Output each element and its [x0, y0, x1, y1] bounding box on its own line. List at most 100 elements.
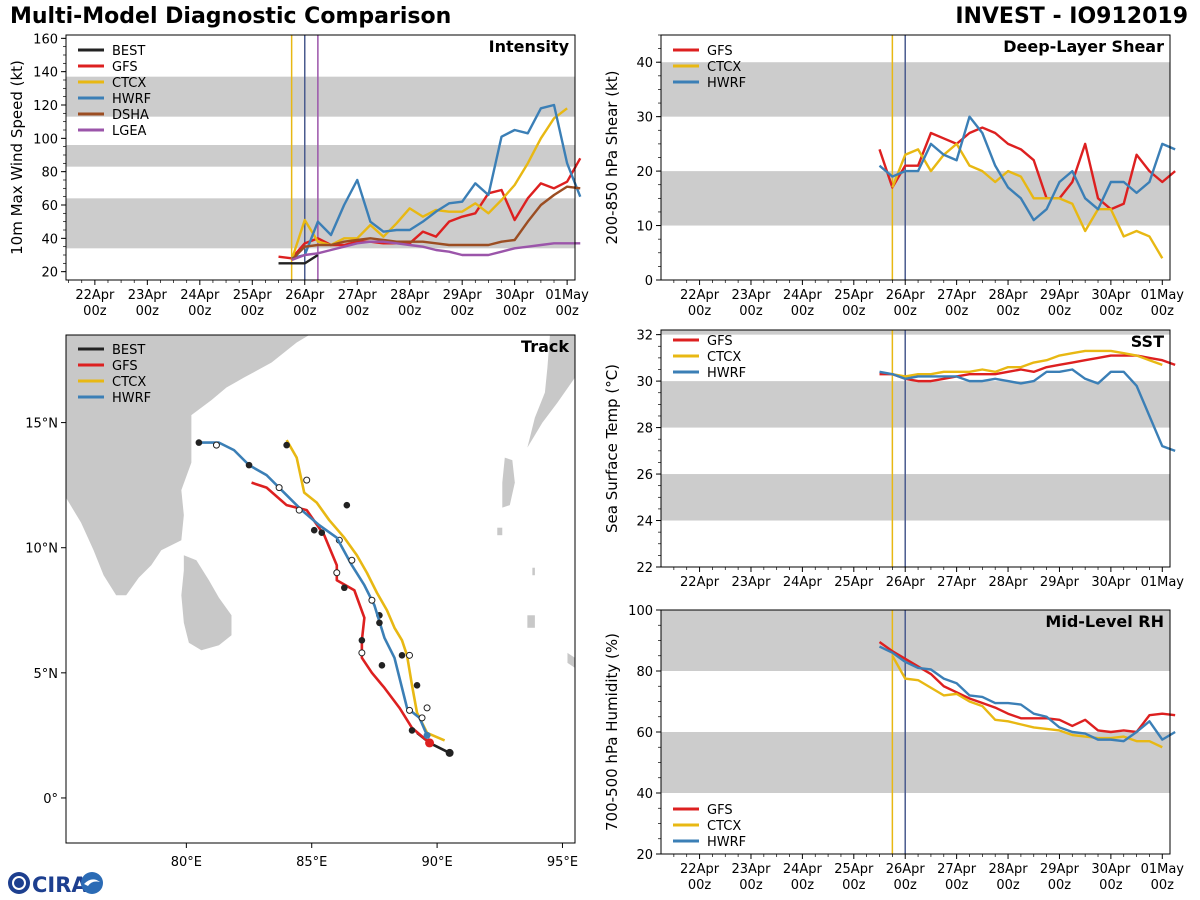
x-tick-label-date: 22Apr [680, 288, 720, 303]
x-tick-label-date: 01May [1141, 575, 1185, 590]
legend-label-hwrf: HWRF [707, 76, 746, 91]
track-point-filled [358, 637, 366, 644]
y-tick-label: 60 [41, 199, 58, 214]
x-tick-label-hour: 00z [1099, 878, 1123, 893]
x-tick-label-date: 23Apr [731, 288, 771, 303]
shading-band [66, 145, 575, 167]
track-point-filled [376, 619, 383, 627]
x-tick-label-date: 29Apr [443, 288, 483, 303]
intensity-chart: 2040608010012014016022Apr00z23Apr00z24Ap… [8, 32, 589, 319]
x-tick-label-hour: 00z [791, 304, 815, 319]
x-tick-label-date: 22Apr [75, 288, 115, 303]
y-axis-label: 700-500 hPa Humidity (%) [603, 633, 621, 831]
series-line-ctcx [892, 349, 1163, 378]
track-point-open [368, 596, 376, 604]
track-point-open [275, 484, 283, 492]
x-tick-label-date: 24Apr [783, 862, 823, 877]
track-point-open [406, 651, 414, 659]
y-tick-label: 0 [645, 274, 653, 289]
cira-logo: CIRA [8, 872, 103, 897]
x-tick-label-date: 29Apr [1040, 862, 1080, 877]
series-line-ctcx [290, 107, 568, 261]
legend-label-best: BEST [112, 343, 145, 358]
longitude-label: 90°E [421, 855, 452, 870]
x-tick-label-hour: 00z [688, 304, 712, 319]
track-line-ctcx [285, 439, 446, 742]
y-tick-label: 60 [636, 726, 653, 741]
andaman-island [502, 457, 515, 508]
track-point-filled [245, 461, 253, 469]
x-tick-label-hour: 00z [346, 304, 370, 319]
x-tick-label-date: 28Apr [989, 862, 1029, 877]
y-tick-label: 30 [636, 375, 653, 390]
series-line-best [278, 253, 319, 265]
track-point-open [358, 649, 366, 657]
x-tick-label-hour: 00z [450, 304, 474, 319]
legend-label-gfs: GFS [707, 334, 733, 349]
x-tick-label-date: 24Apr [180, 288, 220, 303]
panel-title: SST [1131, 332, 1164, 351]
series-line-hwrf [878, 115, 1176, 222]
track-point-filled [378, 662, 386, 669]
y-tick-label: 40 [636, 787, 653, 802]
x-tick-label-hour: 00z [83, 304, 107, 319]
shading-band [661, 474, 1170, 521]
x-tick-label-hour: 00z [398, 304, 422, 319]
y-tick-label: 28 [636, 422, 653, 437]
x-tick-label-hour: 00z [188, 304, 212, 319]
y-tick-label: 30 [636, 111, 653, 126]
x-tick-label-date: 23Apr [731, 862, 771, 877]
track-point-open [295, 506, 303, 514]
y-tick-label: 40 [636, 56, 653, 71]
series-line-ctcx [891, 142, 1164, 259]
track-point-open [406, 706, 414, 714]
y-tick-label: 24 [636, 515, 653, 530]
track-point-open [418, 714, 426, 722]
x-tick-label-hour: 00z [842, 304, 866, 319]
x-tick-label-hour: 00z [1151, 878, 1175, 893]
track-point-filled [195, 439, 203, 446]
y-axis-label: Sea Surface Temp (°C) [603, 364, 621, 533]
best-track-point [445, 748, 454, 757]
legend-label-ctcx: CTCX [707, 60, 741, 75]
panel-title: Mid-Level RH [1045, 612, 1164, 631]
great-nicobar-island [527, 615, 535, 628]
series-line-dsha [290, 185, 581, 261]
x-tick-label-hour: 00z [293, 304, 317, 319]
track-point-open [303, 476, 311, 484]
figure-title: Multi-Model Diagnostic Comparison [10, 4, 452, 29]
y-tick-label: 100 [33, 132, 58, 147]
storm-id-title: INVEST - IO912019 [955, 4, 1188, 29]
x-tick-label-date: 27Apr [338, 288, 378, 303]
y-tick-label: 26 [636, 468, 653, 483]
y-tick-label: 22 [636, 561, 653, 576]
x-tick-label-date: 30Apr [1091, 862, 1131, 877]
swirl-icon [81, 872, 103, 894]
legend-label-ctcx: CTCX [112, 76, 146, 91]
y-tick-label: 40 [41, 232, 58, 247]
y-tick-label: 10 [636, 220, 653, 235]
x-tick-label-date: 28Apr [390, 288, 430, 303]
x-tick-label-hour: 00z [1048, 878, 1072, 893]
legend-label-ctcx: CTCX [707, 350, 741, 365]
track-point-filled [318, 529, 326, 536]
x-tick-label-hour: 00z [1099, 304, 1123, 319]
rh-chart: 2040608010022Apr00z23Apr00z24Apr00z25Apr… [603, 604, 1184, 893]
y-tick-label: 20 [636, 848, 653, 863]
x-tick-label-date: 29Apr [1040, 288, 1080, 303]
x-tick-label-date: 25Apr [834, 575, 874, 590]
x-tick-label-hour: 00z [996, 304, 1020, 319]
x-tick-label-date: 30Apr [1091, 288, 1131, 303]
shading-band [661, 330, 1170, 335]
track-point-filled [283, 441, 290, 449]
track-point-filled [408, 727, 416, 734]
x-tick-label-date: 24Apr [783, 575, 823, 590]
x-tick-label-hour: 00z [945, 878, 969, 893]
y-tick-label: 32 [636, 329, 653, 344]
x-tick-label-hour: 00z [241, 304, 265, 319]
latitude-label: 15°N [25, 417, 58, 432]
x-tick-label-date: 01May [1141, 288, 1185, 303]
sri-lanka-land [181, 555, 232, 651]
x-tick-label-date: 25Apr [834, 862, 874, 877]
y-tick-label: 20 [636, 165, 653, 180]
